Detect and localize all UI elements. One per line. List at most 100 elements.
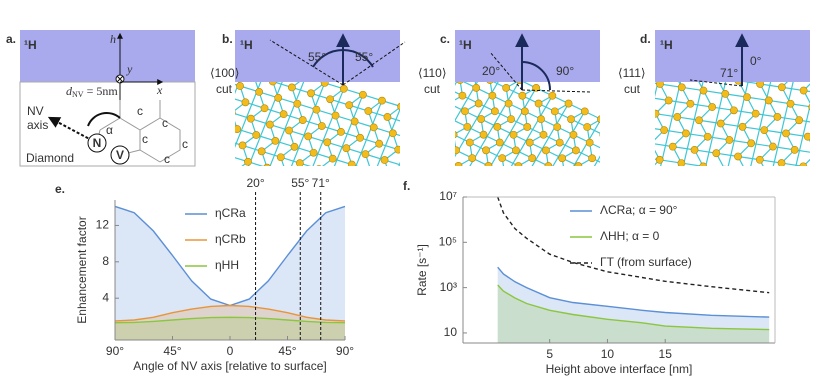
atom	[380, 156, 389, 164]
atom	[682, 129, 690, 138]
bond	[368, 214, 373, 230]
bond	[747, 173, 769, 176]
bond	[523, 197, 525, 213]
atom	[708, 103, 717, 111]
bond	[790, 180, 812, 183]
bond	[445, 174, 461, 182]
bond	[235, 127, 238, 130]
bond	[799, 196, 821, 199]
atom	[826, 136, 830, 143]
bond	[330, 202, 349, 208]
bond	[442, 167, 456, 177]
atom	[373, 183, 380, 190]
bond	[612, 107, 634, 110]
panel-label: d.	[640, 32, 651, 46]
atom	[313, 209, 320, 216]
bond	[567, 182, 581, 190]
atom	[826, 212, 830, 219]
atom	[399, 164, 400, 166]
atom	[617, 120, 624, 127]
bond	[682, 82, 704, 166]
v-site	[110, 145, 130, 165]
atom	[436, 115, 443, 122]
bond	[603, 135, 605, 151]
bond	[634, 110, 643, 126]
atom	[252, 131, 261, 139]
atom	[312, 105, 321, 114]
nv-direction	[689, 79, 743, 87]
atom	[378, 200, 385, 207]
panel-label: c.	[440, 32, 450, 46]
atom	[345, 101, 354, 110]
atom	[591, 170, 598, 177]
bond	[821, 199, 830, 215]
atom	[536, 201, 543, 208]
atom	[646, 139, 653, 146]
bond	[319, 169, 338, 175]
atom	[435, 217, 442, 224]
bond	[458, 165, 461, 166]
atom	[639, 47, 646, 54]
bond	[602, 221, 618, 229]
atom	[217, 179, 224, 186]
atom	[514, 162, 523, 166]
bond	[349, 197, 363, 207]
atom	[614, 123, 621, 130]
atom	[803, 132, 810, 141]
bond	[540, 197, 554, 205]
bond	[259, 194, 278, 200]
bond	[734, 186, 756, 189]
atom	[293, 203, 300, 210]
bond	[690, 180, 712, 183]
bond	[777, 193, 786, 209]
atom	[773, 113, 782, 121]
bond	[401, 209, 420, 215]
atom	[422, 45, 429, 52]
bond	[750, 82, 772, 166]
bond	[633, 135, 649, 143]
bond	[755, 189, 777, 192]
atom	[236, 82, 244, 90]
bond	[406, 215, 420, 225]
d-sub: NV	[72, 90, 84, 99]
atom	[716, 119, 725, 128]
bond	[583, 197, 599, 205]
atom	[647, 140, 654, 147]
series-line	[114, 304, 346, 322]
bond	[531, 103, 570, 166]
atom	[725, 136, 734, 144]
bond	[425, 49, 441, 57]
atom	[436, 139, 443, 146]
atom	[375, 139, 384, 148]
bond	[629, 140, 638, 156]
bond	[416, 88, 418, 104]
bond	[606, 150, 608, 166]
bond	[491, 182, 493, 198]
atom	[392, 189, 399, 196]
bond	[196, 160, 215, 166]
bond	[799, 183, 812, 196]
y-axis-cross	[116, 75, 124, 83]
bond	[210, 150, 229, 156]
bond	[547, 165, 549, 166]
bond	[491, 182, 507, 190]
bond	[461, 182, 477, 190]
bond	[668, 176, 677, 192]
atom	[290, 142, 299, 151]
atom	[585, 138, 594, 147]
bond	[734, 186, 743, 202]
atom	[664, 96, 673, 105]
bond	[410, 135, 424, 143]
atom	[626, 136, 633, 143]
atom	[490, 107, 499, 116]
bond	[518, 165, 520, 166]
bond	[625, 170, 634, 186]
bond	[595, 174, 597, 190]
atom	[504, 99, 513, 108]
atom	[220, 136, 227, 143]
atom	[673, 189, 680, 196]
atom	[699, 86, 708, 95]
atom	[404, 123, 411, 130]
bond	[290, 82, 326, 166]
